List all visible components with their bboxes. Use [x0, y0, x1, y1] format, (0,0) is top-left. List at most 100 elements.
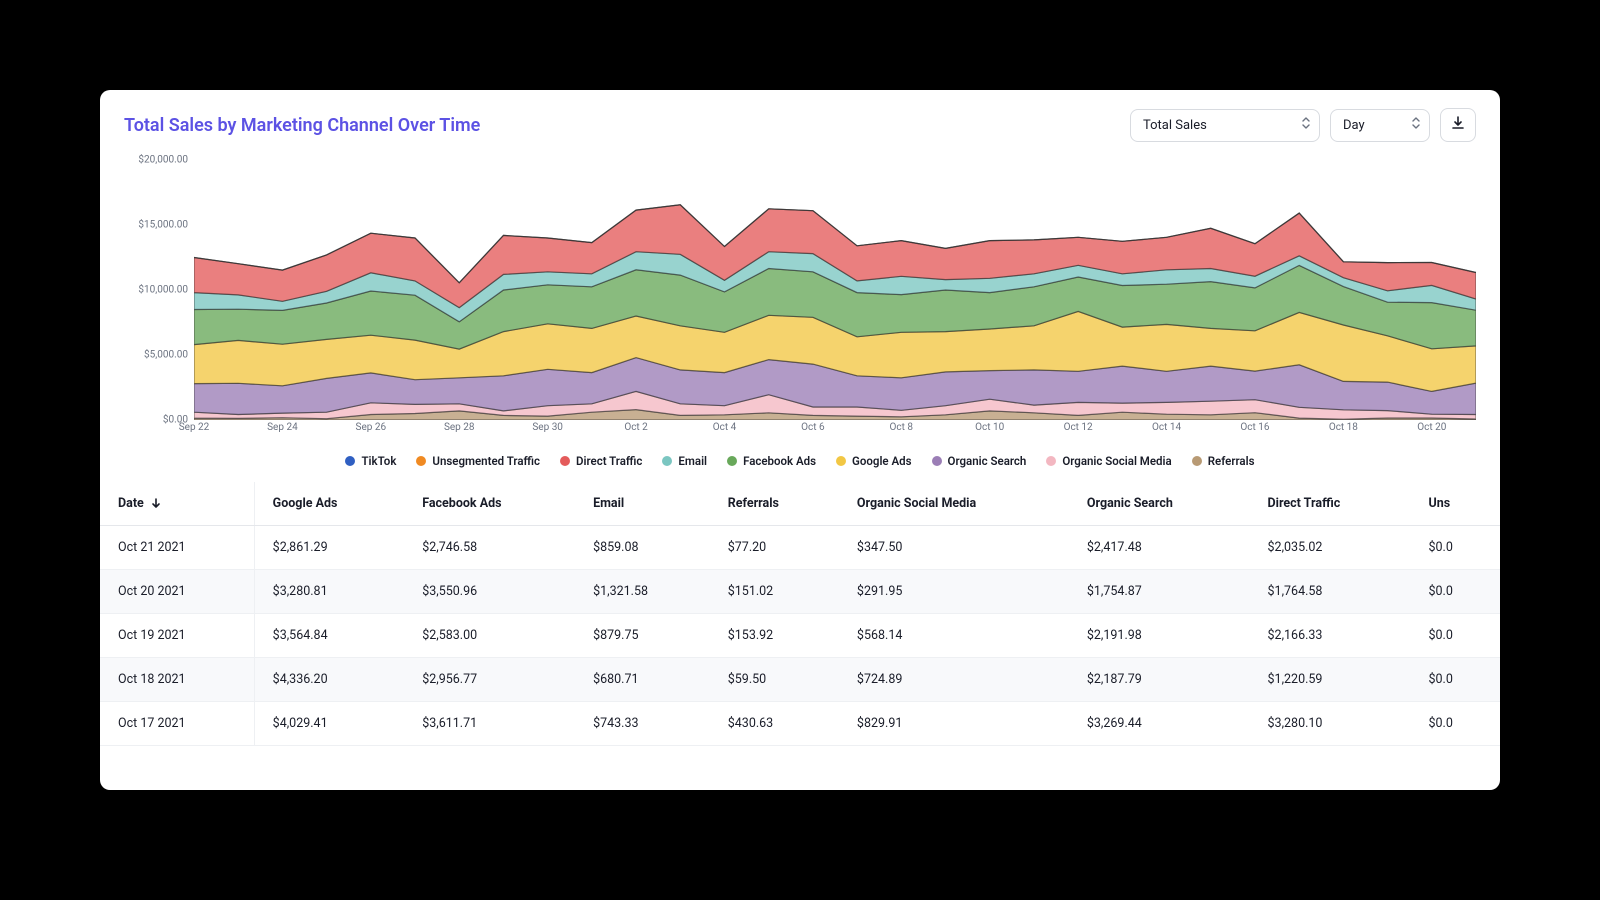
table-cell: $430.63: [710, 702, 839, 746]
table-cell: Oct 20 2021: [100, 570, 254, 614]
table-cell: $2,187.79: [1069, 658, 1250, 702]
table-header-cell[interactable]: Organic Search: [1069, 482, 1250, 526]
table-cell: $153.92: [710, 614, 839, 658]
legend-swatch: [727, 456, 737, 466]
legend-label: Unsegmented Traffic: [432, 454, 540, 468]
x-axis-labels: Sep 22Sep 24Sep 26Sep 28Sep 30Oct 2Oct 4…: [194, 422, 1476, 440]
table-row: Oct 18 2021$4,336.20$2,956.77$680.71$59.…: [100, 658, 1500, 702]
table-cell: $2,191.98: [1069, 614, 1250, 658]
y-axis-tick: $20,000.00: [138, 155, 188, 166]
chart-plot: [194, 160, 1476, 420]
x-axis-tick: Sep 30: [532, 422, 563, 433]
legend-item[interactable]: Organic Search: [932, 454, 1027, 468]
table-cell: Oct 21 2021: [100, 526, 254, 570]
y-axis-tick: $5,000.00: [144, 350, 188, 361]
table-cell: $151.02: [710, 570, 839, 614]
table-cell: $4,029.41: [254, 702, 404, 746]
table-header-cell[interactable]: Direct Traffic: [1250, 482, 1411, 526]
table-header-cell[interactable]: Referrals: [710, 482, 839, 526]
table-cell: $2,746.58: [404, 526, 575, 570]
legend-label: Referrals: [1208, 454, 1255, 468]
legend-item[interactable]: Direct Traffic: [560, 454, 642, 468]
table-cell: $2,583.00: [404, 614, 575, 658]
y-axis-labels: $0.00$5,000.00$10,000.00$15,000.00$20,00…: [124, 160, 194, 440]
report-card: Total Sales by Marketing Channel Over Ti…: [100, 90, 1500, 790]
download-button[interactable]: [1440, 108, 1476, 142]
table-cell: $568.14: [839, 614, 1069, 658]
card-header: Total Sales by Marketing Channel Over Ti…: [100, 90, 1500, 142]
table-header-cell[interactable]: Email: [575, 482, 710, 526]
x-axis-tick: Oct 10: [975, 422, 1004, 433]
table-cell: $291.95: [839, 570, 1069, 614]
legend-item[interactable]: Google Ads: [836, 454, 912, 468]
legend-item[interactable]: Email: [662, 454, 707, 468]
legend-item[interactable]: TikTok: [345, 454, 396, 468]
table-cell: $0.0: [1411, 570, 1501, 614]
x-axis-tick: Oct 6: [801, 422, 825, 433]
x-axis-tick: Sep 24: [267, 422, 298, 433]
legend-swatch: [345, 456, 355, 466]
legend-item[interactable]: Organic Social Media: [1046, 454, 1171, 468]
x-axis-tick: Oct 2: [624, 422, 648, 433]
table-cell: Oct 18 2021: [100, 658, 254, 702]
data-table: Date Google AdsFacebook AdsEmailReferral…: [100, 482, 1500, 746]
metric-select[interactable]: Total Sales: [1130, 109, 1320, 142]
table-cell: $3,269.44: [1069, 702, 1250, 746]
table-cell: $3,280.10: [1250, 702, 1411, 746]
legend-label: Google Ads: [852, 454, 912, 468]
table-cell: $2,035.02: [1250, 526, 1411, 570]
chart-legend: TikTok Unsegmented Traffic Direct Traffic E…: [100, 446, 1500, 482]
chart-title: Total Sales by Marketing Channel Over Ti…: [124, 115, 480, 136]
legend-item[interactable]: Facebook Ads: [727, 454, 816, 468]
chart-area: $0.00$5,000.00$10,000.00$15,000.00$20,00…: [124, 160, 1476, 440]
granularity-select[interactable]: Day: [1330, 109, 1430, 142]
legend-label: Email: [678, 454, 707, 468]
table-cell: $1,754.87: [1069, 570, 1250, 614]
table-cell: Oct 17 2021: [100, 702, 254, 746]
x-axis-tick: Sep 22: [179, 422, 210, 433]
x-axis-tick: Oct 20: [1417, 422, 1446, 433]
x-axis-tick: Oct 12: [1064, 422, 1093, 433]
chevron-up-down-icon: [1301, 116, 1311, 134]
chevron-up-down-icon: [1411, 116, 1421, 134]
table-cell: $0.0: [1411, 702, 1501, 746]
sort-desc-icon: [151, 497, 161, 509]
legend-label: Organic Social Media: [1062, 454, 1171, 468]
table-cell: $879.75: [575, 614, 710, 658]
legend-swatch: [932, 456, 942, 466]
table-header-cell[interactable]: Organic Social Media: [839, 482, 1069, 526]
table-cell: $2,956.77: [404, 658, 575, 702]
table-header-cell[interactable]: Google Ads: [254, 482, 404, 526]
download-icon: [1450, 115, 1466, 135]
legend-swatch: [836, 456, 846, 466]
table-cell: $4,336.20: [254, 658, 404, 702]
table-header-cell[interactable]: Date: [100, 482, 254, 526]
table-cell: $859.08: [575, 526, 710, 570]
x-axis-tick: Oct 14: [1152, 422, 1181, 433]
table-row: Oct 17 2021$4,029.41$3,611.71$743.33$430…: [100, 702, 1500, 746]
legend-label: Direct Traffic: [576, 454, 642, 468]
legend-label: Organic Search: [948, 454, 1027, 468]
legend-item[interactable]: Referrals: [1192, 454, 1255, 468]
table-row: Oct 19 2021$3,564.84$2,583.00$879.75$153…: [100, 614, 1500, 658]
table-cell: Oct 19 2021: [100, 614, 254, 658]
table-cell: $0.0: [1411, 526, 1501, 570]
table-cell: $743.33: [575, 702, 710, 746]
y-axis-tick: $10,000.00: [138, 285, 188, 296]
table-cell: $724.89: [839, 658, 1069, 702]
table-header-cell[interactable]: Facebook Ads: [404, 482, 575, 526]
legend-item[interactable]: Unsegmented Traffic: [416, 454, 540, 468]
table-cell: $2,861.29: [254, 526, 404, 570]
y-axis-tick: $15,000.00: [138, 220, 188, 231]
table-cell: $829.91: [839, 702, 1069, 746]
table-cell: $2,166.33: [1250, 614, 1411, 658]
legend-swatch: [416, 456, 426, 466]
table-header-cell[interactable]: Uns: [1411, 482, 1501, 526]
table-cell: $680.71: [575, 658, 710, 702]
legend-swatch: [662, 456, 672, 466]
table-cell: $0.0: [1411, 614, 1501, 658]
legend-label: Facebook Ads: [743, 454, 816, 468]
table-scroll[interactable]: Date Google AdsFacebook AdsEmailReferral…: [100, 482, 1500, 746]
table-row: Oct 20 2021$3,280.81$3,550.96$1,321.58$1…: [100, 570, 1500, 614]
table-cell: $59.50: [710, 658, 839, 702]
